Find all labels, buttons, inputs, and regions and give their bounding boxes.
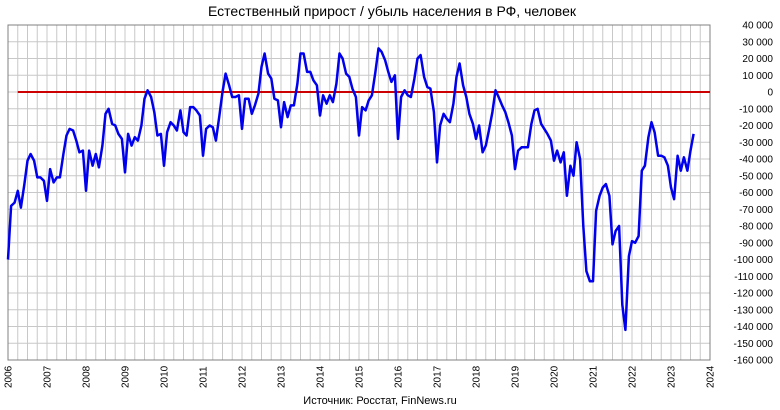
x-tick-label: 2008 — [82, 365, 93, 388]
x-tick-label: 2013 — [277, 365, 288, 388]
x-tick-label: 2007 — [43, 365, 54, 388]
y-tick-label: 20 000 — [742, 54, 773, 65]
x-tick-label: 2021 — [589, 365, 600, 388]
x-tick-label: 2016 — [394, 365, 405, 388]
x-tick-label: 2009 — [121, 365, 132, 388]
series-layer — [6, 47, 695, 332]
y-tick-label: -70 000 — [739, 205, 773, 216]
x-tick-label: 2015 — [355, 365, 366, 388]
y-tick-label: -80 000 — [739, 222, 773, 233]
y-tick-label: -100 000 — [734, 255, 774, 266]
x-tick-label: 2018 — [472, 365, 483, 388]
y-tick-label: -10 000 — [739, 104, 773, 115]
y-tick-label: -160 000 — [734, 356, 774, 367]
y-tick-label: 0 — [767, 88, 773, 99]
x-tick-label: 2020 — [550, 365, 561, 388]
chart-title: Естественный прирост / убыль населения в… — [208, 3, 577, 19]
y-tick-label: -120 000 — [734, 289, 774, 300]
y-tick-label: -110 000 — [734, 272, 773, 283]
x-tick-label: 2014 — [316, 365, 327, 388]
x-tick-label: 2023 — [667, 365, 678, 388]
y-tick-label: -30 000 — [739, 138, 773, 149]
x-tick-label: 2006 — [4, 365, 15, 388]
grid — [7, 24, 711, 361]
y-tick-label: -90 000 — [739, 238, 773, 249]
x-tick-label: 2024 — [706, 365, 717, 388]
x-tick-label: 2010 — [160, 365, 171, 388]
y-tick-label: 10 000 — [742, 71, 773, 82]
x-tick-label: 2022 — [628, 365, 639, 388]
x-tick-label: 2019 — [511, 365, 522, 388]
y-tick-label: 30 000 — [742, 37, 773, 48]
x-tick-label: 2017 — [433, 365, 444, 388]
y-tick-label: 40 000 — [742, 21, 773, 32]
series-line-0 — [6, 47, 695, 332]
x-tick-label: 2011 — [199, 366, 210, 388]
y-tick-label: -20 000 — [739, 121, 773, 132]
chart-source: Источник: Росстат, FinNews.ru — [303, 395, 456, 407]
x-axis-tick-labels: 2006 2007 2008 2009 2010 2011 2012 2013 2014 2015… — [4, 365, 717, 388]
y-tick-label: -150 000 — [734, 339, 774, 350]
y-tick-label: -50 000 — [739, 171, 773, 182]
y-axis-tick-labels: 40 000 30 000 20 000 10 000 0 -10 000 -20 000 -… — [734, 21, 774, 367]
y-tick-label: -40 000 — [739, 155, 773, 166]
plot-frame — [7, 24, 711, 361]
x-tick-label: 2012 — [238, 365, 249, 388]
y-tick-label: -140 000 — [734, 322, 774, 333]
y-tick-label: -60 000 — [739, 188, 773, 199]
y-tick-label: -130 000 — [734, 305, 774, 316]
